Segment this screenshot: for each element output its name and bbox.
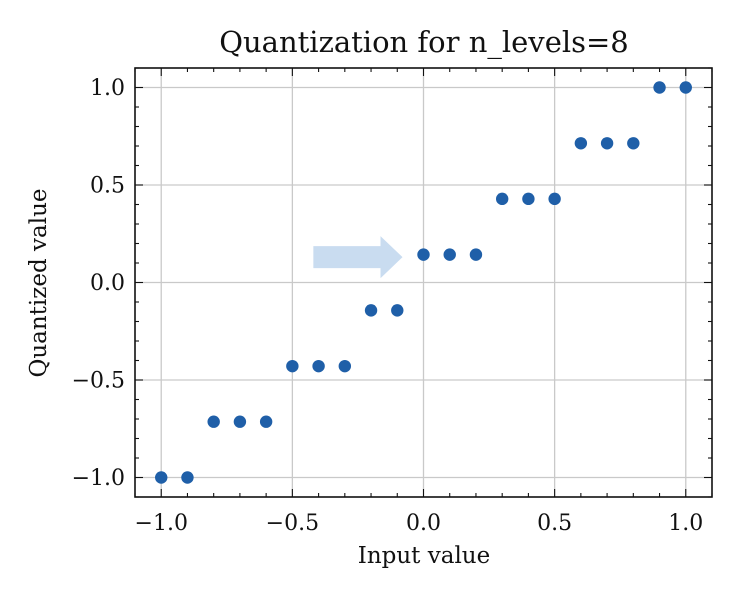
data-point — [338, 359, 352, 373]
x-tick-label: −1.0 — [135, 511, 188, 536]
y-tick-labels: −1.0 −0.5 0.0 0.5 1.0 — [72, 76, 125, 491]
data-point — [600, 137, 614, 150]
data-point — [181, 471, 194, 484]
axis-ticks — [134, 67, 713, 498]
y-tick-label: 1.0 — [90, 76, 125, 101]
data-point — [312, 359, 325, 373]
data-point — [155, 471, 168, 484]
data-point — [548, 192, 561, 206]
x-tick-label: 1.0 — [668, 511, 703, 536]
data-point — [522, 192, 535, 206]
annotation-arrow-group — [313, 236, 403, 279]
x-tick-label: −0.5 — [266, 511, 319, 536]
x-tick-label: 0.0 — [406, 511, 441, 536]
chart-title: Quantization for n_levels=8 — [219, 25, 629, 60]
x-axis-label: Input value — [358, 543, 490, 569]
y-tick-label: −0.5 — [72, 369, 125, 394]
data-point — [653, 81, 666, 94]
data-point — [391, 304, 404, 317]
data-point — [233, 415, 247, 428]
y-tick-label: 0.5 — [90, 174, 125, 199]
data-point — [495, 192, 509, 206]
data-point — [207, 415, 220, 428]
x-tick-labels: −1.0 −0.5 0.0 0.5 1.0 — [135, 511, 704, 536]
data-point — [469, 248, 483, 261]
data-point — [443, 248, 456, 261]
y-tick-label: −1.0 — [72, 466, 125, 491]
y-axis-label: Quantized value — [26, 188, 52, 377]
y-tick-label: 0.0 — [90, 271, 125, 296]
annotation-arrow — [313, 236, 403, 279]
grid-lines — [135, 68, 712, 497]
data-point — [364, 304, 378, 317]
data-points — [155, 81, 692, 484]
data-point — [286, 359, 299, 373]
x-tick-label: 0.5 — [537, 511, 572, 536]
data-point — [259, 415, 273, 428]
data-point — [679, 81, 692, 94]
data-point — [627, 137, 640, 150]
data-point — [574, 137, 588, 150]
data-point — [417, 248, 430, 261]
